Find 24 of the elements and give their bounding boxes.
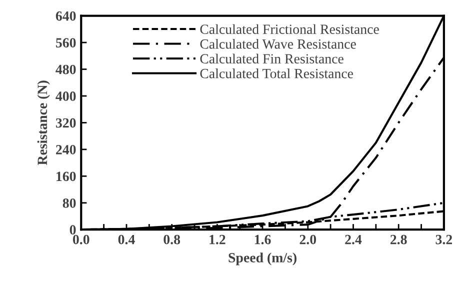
x-tick-label: 0.0 xyxy=(72,234,90,244)
y-tick-label: 0 xyxy=(70,225,76,235)
y-tick-label: 480 xyxy=(56,64,76,74)
x-tick-label: 1.6 xyxy=(254,234,271,244)
y-tick-label: 320 xyxy=(56,118,76,128)
x-tick-label: 0.8 xyxy=(164,234,180,244)
x-tick-label: 3.2 xyxy=(436,234,452,244)
legend-label: Calculated Frictional Resistance xyxy=(200,24,379,34)
x-tick-label: 2.8 xyxy=(390,234,407,244)
x-tick-label: 1.2 xyxy=(210,234,226,244)
legend-label: Calculated Total Resistance xyxy=(200,68,354,78)
legend-label: Calculated Fin Resistance xyxy=(200,54,344,64)
legend-label: Calculated Wave Resistance xyxy=(200,38,356,49)
y-tick-label: 400 xyxy=(56,92,76,101)
y-axis-title: Resistance (N) xyxy=(37,80,50,166)
y-tick-label: 640 xyxy=(56,11,76,21)
x-tick-label: 2.0 xyxy=(300,234,316,244)
y-tick-label: 80 xyxy=(62,198,76,208)
x-axis-title: Speed (m/s) xyxy=(228,252,296,266)
y-tick-label: 240 xyxy=(56,145,76,154)
x-tick-label: 0.4 xyxy=(118,234,135,244)
y-tick-label: 560 xyxy=(56,38,76,48)
x-tick-label: 2.4 xyxy=(345,234,362,244)
y-tick-label: 160 xyxy=(56,172,76,182)
